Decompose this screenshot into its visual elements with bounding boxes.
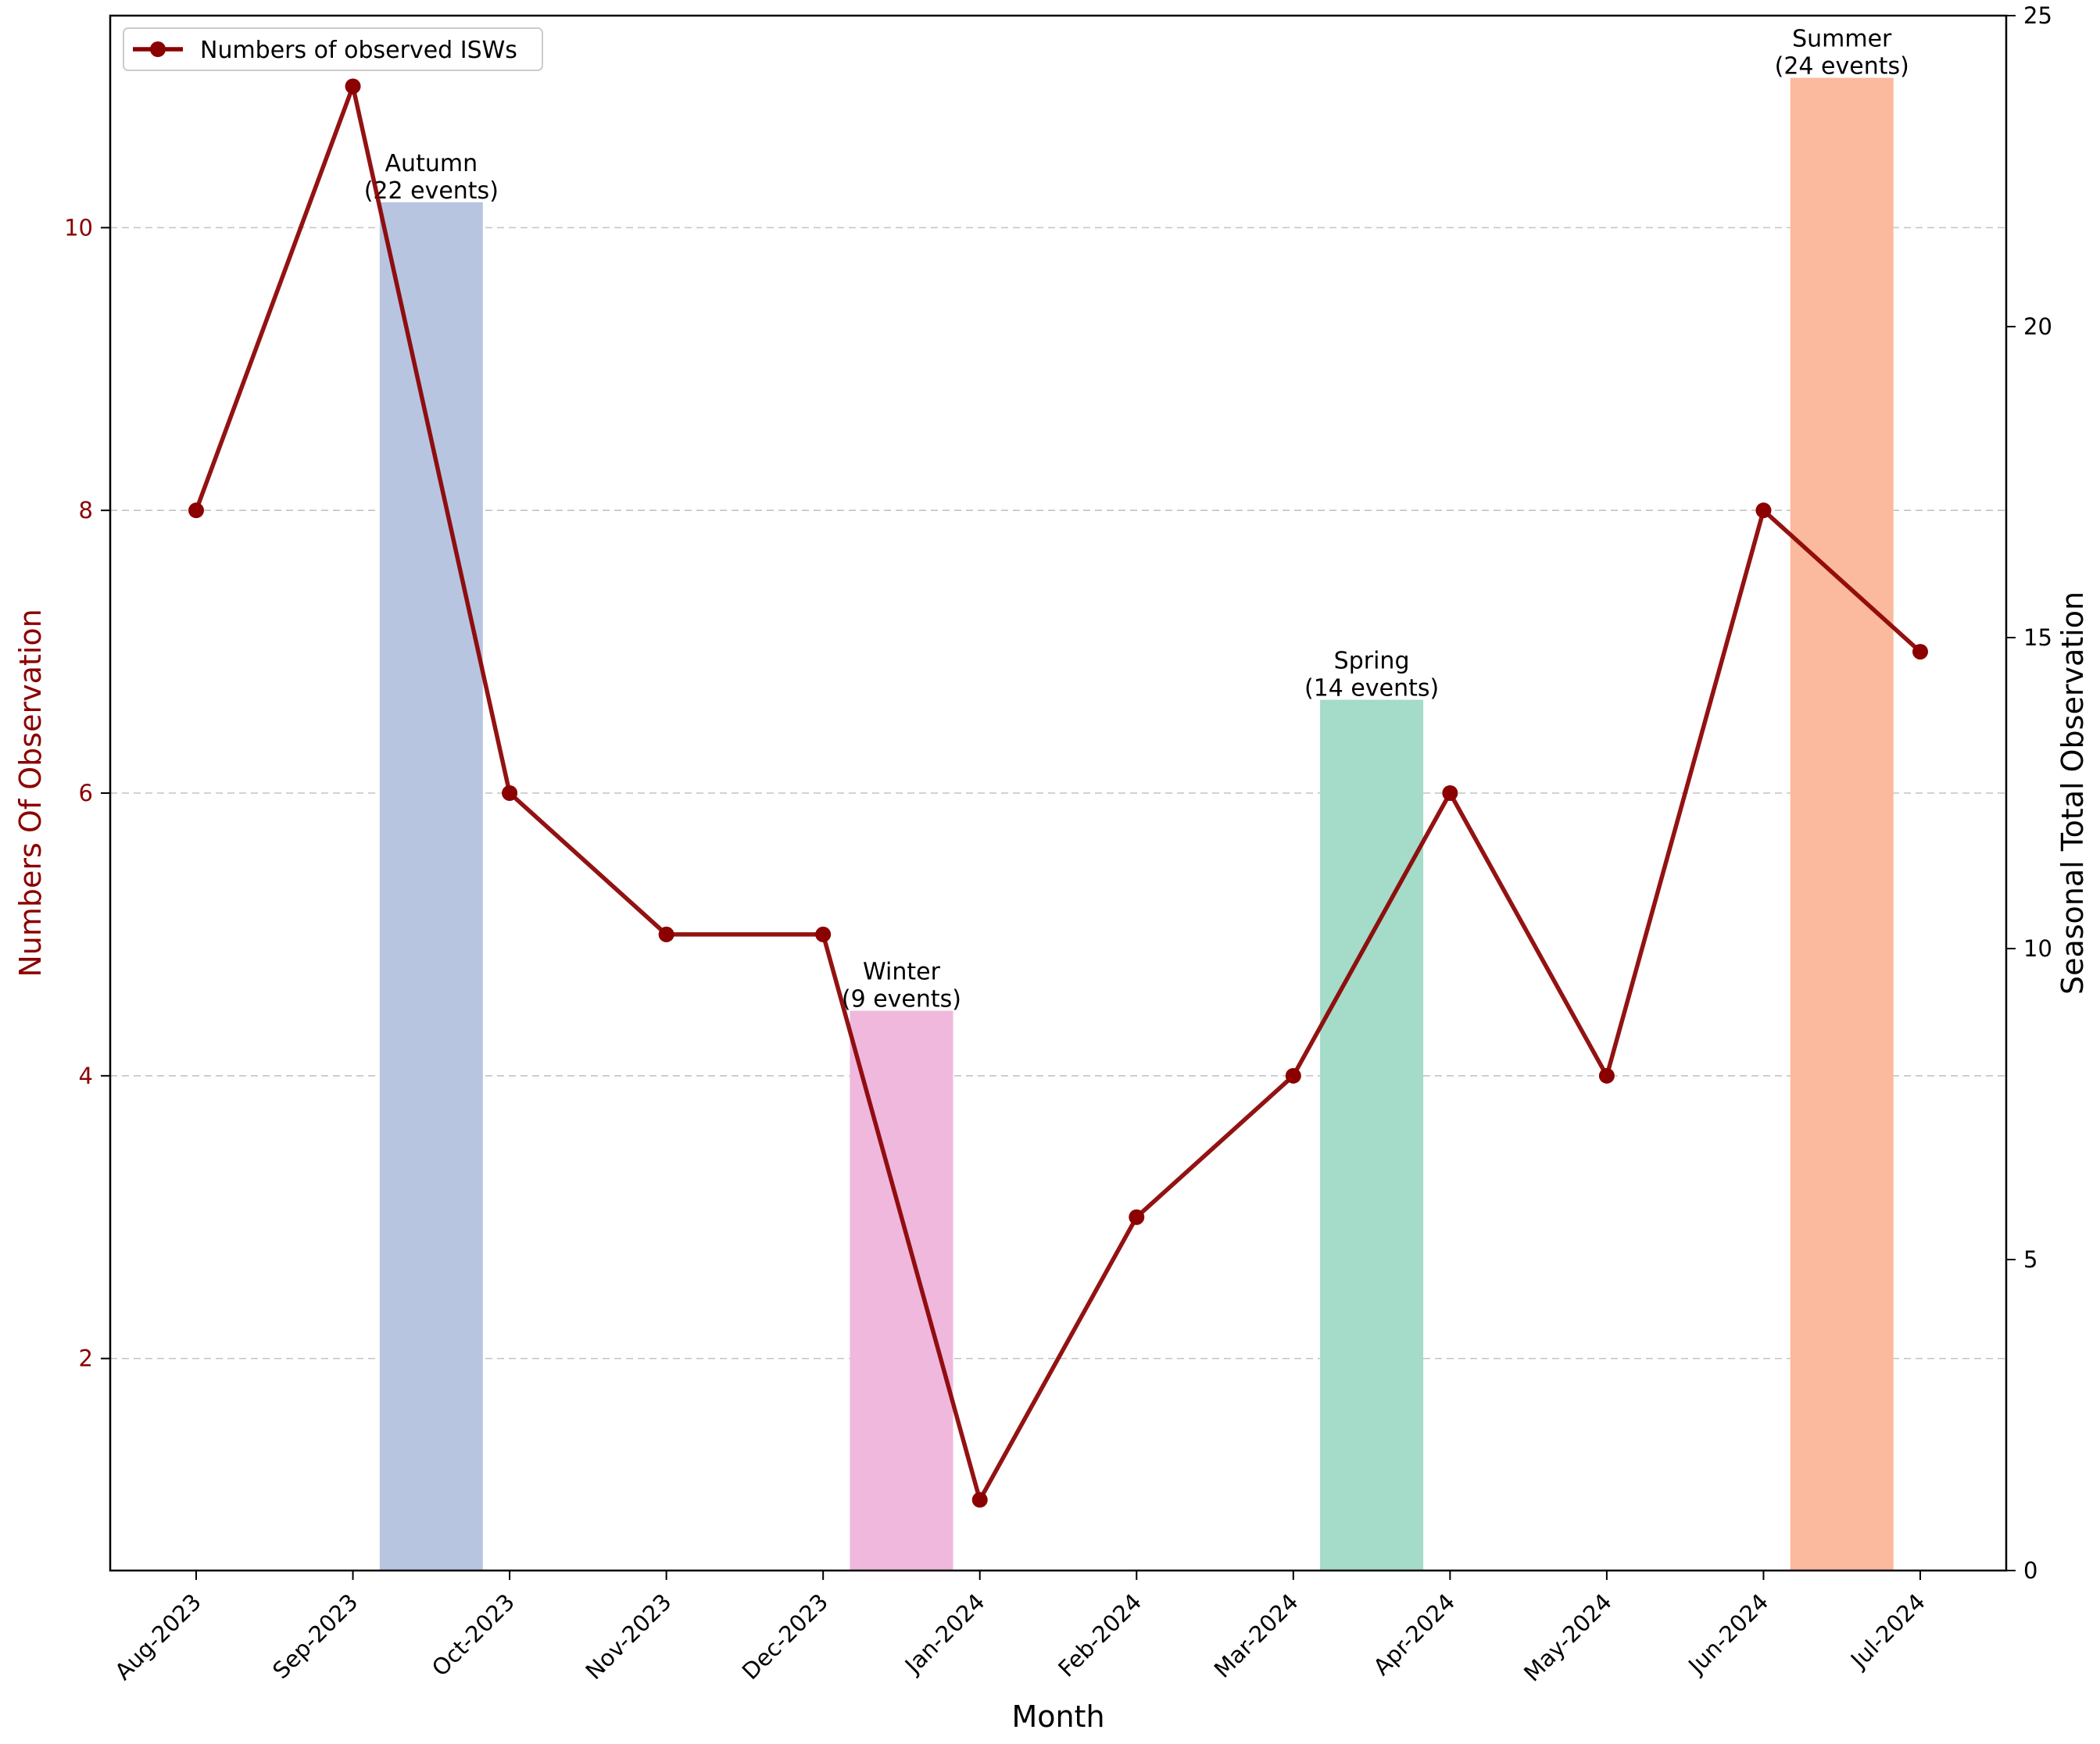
y-tick-label: 6 — [79, 780, 93, 806]
x-tick-label: Oct-2023 — [427, 1589, 520, 1681]
x-tick-label: Mar-2024 — [1209, 1589, 1304, 1683]
data-point — [971, 1492, 988, 1508]
x-tick-label: Dec-2023 — [737, 1589, 833, 1685]
seasonal-bars: Autumn(22 events)Winter(9 events)Spring(… — [364, 26, 1909, 1571]
data-point — [1755, 502, 1772, 519]
y-axis-label: Numbers Of Observation — [13, 609, 48, 977]
line-series — [188, 78, 1928, 1508]
bar-season-label: Spring — [1334, 648, 1410, 675]
y2-tick-label: 15 — [2023, 624, 2052, 651]
seasonal-bar — [379, 202, 483, 1571]
bar-count-label: (9 events) — [842, 986, 961, 1013]
x-tick-label: Jul-2024 — [1844, 1589, 1930, 1674]
legend-marker — [150, 41, 166, 57]
bar-count-label: (24 events) — [1775, 53, 1909, 80]
bar-season-label: Summer — [1792, 26, 1892, 53]
data-point — [345, 78, 361, 95]
legend-label: Numbers of observed ISWs — [200, 37, 517, 64]
data-point — [1442, 785, 1458, 801]
data-point — [502, 785, 518, 801]
data-point — [1285, 1067, 1301, 1084]
y2-tick-label: 25 — [2023, 2, 2052, 29]
y-tick-label: 10 — [64, 214, 93, 241]
data-point — [658, 926, 674, 942]
legend-box — [123, 27, 543, 71]
seasonal-bar — [1320, 699, 1424, 1571]
bar-count-label: (22 events) — [364, 177, 499, 205]
x-tick-label: Nov-2023 — [580, 1589, 676, 1685]
y2-tick-label: 5 — [2023, 1246, 2037, 1273]
bar-season-label: Autumn — [385, 150, 478, 177]
axes: Aug-2023 Sep-2023 Oct-2023 Nov-2023 Dec-2023… — [64, 2, 2052, 1687]
x-tick-label: Apr-2024 — [1368, 1589, 1461, 1681]
y2-tick-label: 10 — [2023, 935, 2052, 962]
seasonal-bar — [1790, 77, 1894, 1571]
series-line — [194, 84, 1922, 1503]
x-tick-label: Jan-2024 — [899, 1589, 990, 1680]
legend: Numbers of observed ISWs — [123, 27, 543, 71]
data-point — [188, 502, 204, 519]
x-tick-label: Sep-2023 — [267, 1589, 363, 1684]
y2-tick-label: 20 — [2023, 313, 2052, 340]
bar-count-label: (14 events) — [1304, 675, 1439, 702]
data-point — [1912, 644, 1928, 660]
y2-tick-label: 0 — [2023, 1557, 2037, 1584]
x-tick-label: Aug-2023 — [109, 1589, 206, 1685]
data-point — [1598, 1067, 1615, 1084]
y-tick-label: 8 — [79, 497, 93, 524]
data-point — [1129, 1209, 1145, 1225]
y-tick-label: 4 — [79, 1063, 93, 1089]
y2-axis-label: Seasonal Total Observation — [2055, 591, 2090, 995]
axis-labels: Month Numbers Of Observation Seasonal Tota… — [13, 591, 2090, 1734]
seasonal-bar — [850, 1010, 953, 1571]
x-tick-label: Jun-2024 — [1682, 1589, 1773, 1680]
data-point — [815, 926, 832, 942]
x-tick-label: May-2024 — [1519, 1589, 1617, 1687]
x-tick-label: Feb-2024 — [1053, 1589, 1147, 1682]
x-axis-label: Month — [1011, 1699, 1104, 1734]
y-tick-label: 2 — [79, 1346, 93, 1372]
bar-season-label: Winter — [863, 959, 941, 986]
